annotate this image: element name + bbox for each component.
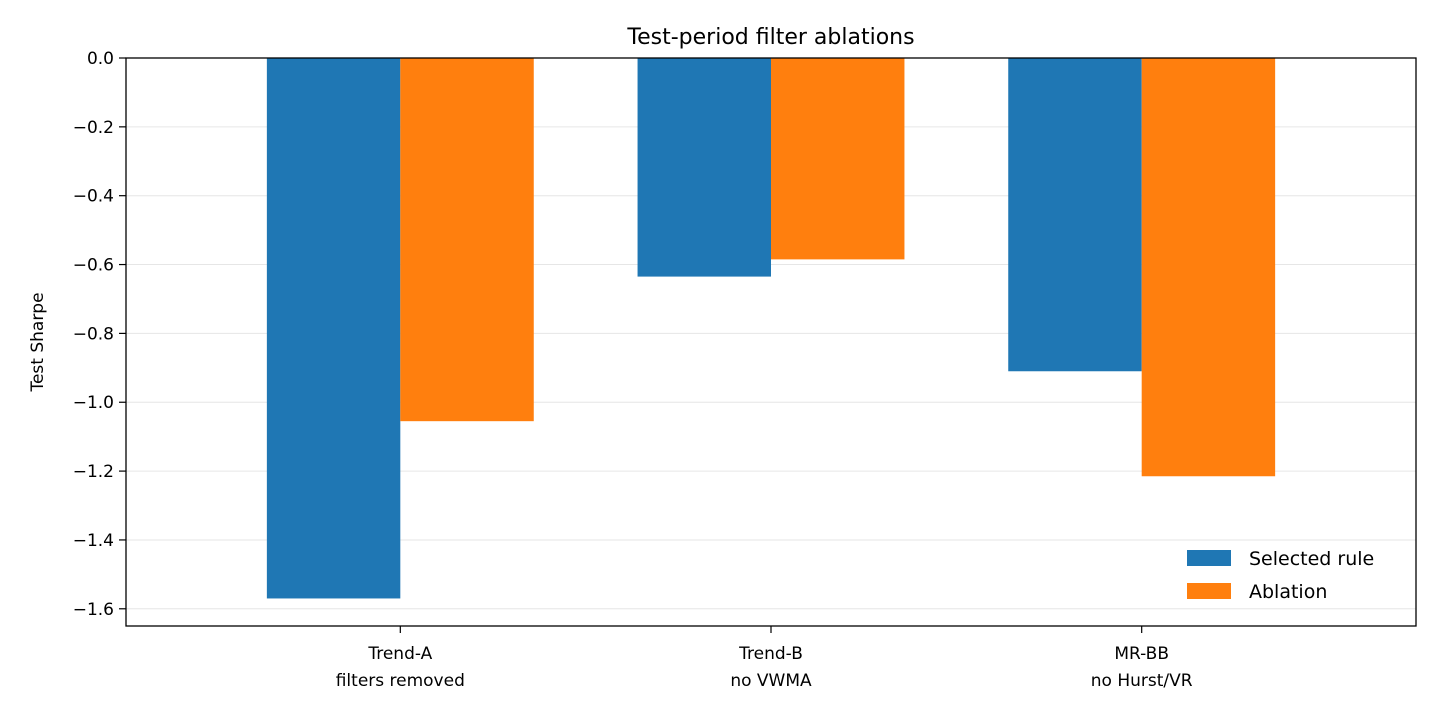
chart-title: Test-period filter ablations [626,25,914,50]
y-tick-label: 0.0 [87,49,114,69]
legend: Selected rule Ablation [1187,548,1374,603]
x-tick-label: Trend-B [738,644,803,664]
y-tick-label: −1.0 [73,393,114,413]
bar [400,58,534,422]
bar [771,58,905,260]
legend-label: Ablation [1249,581,1327,603]
y-axis-ticks: 0.0 −0.2 −0.4 −0.6 −0.8 −1.0 −1.2 −1.4 −1.6 [73,49,126,620]
bar [266,58,401,599]
bar [637,58,771,277]
x-axis-ticks: Trend-A filters removed Trend-B no VWMA MR-B… [336,626,1193,691]
y-tick-label: −0.6 [73,256,114,276]
y-tick-label: −1.6 [73,600,114,620]
x-tick-label: MR-BB [1114,644,1169,664]
x-tick-label: Trend-A [367,644,432,664]
x-tick-label-sub: no Hurst/VR [1091,671,1193,691]
legend-swatch [1187,550,1231,566]
legend-label: Selected rule [1249,548,1374,570]
legend-swatch [1187,583,1231,599]
x-tick-label-sub: filters removed [336,671,465,691]
bars [266,58,1276,599]
y-tick-label: −1.2 [73,462,114,482]
y-axis-label: Test Sharpe [28,292,48,392]
y-tick-label: −0.2 [73,118,114,138]
y-tick-label: −1.4 [73,531,114,551]
y-tick-label: −0.4 [73,187,114,207]
bar [1008,58,1142,372]
y-tick-label: −0.8 [73,324,114,344]
bar [1141,58,1276,477]
x-tick-label-sub: no VWMA [730,671,812,691]
